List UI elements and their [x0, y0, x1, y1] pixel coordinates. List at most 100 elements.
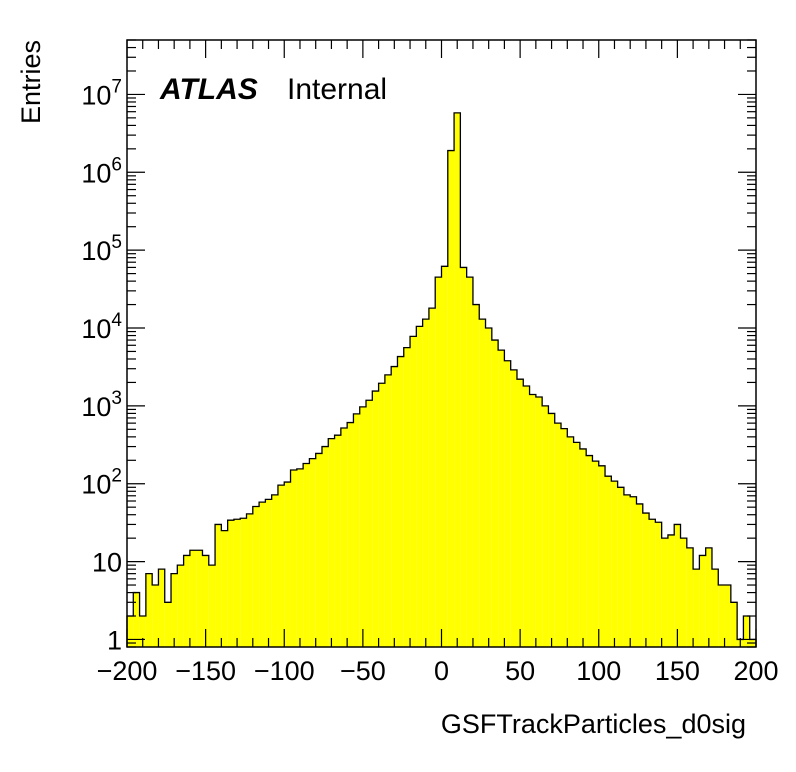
histogram-bin: [466, 277, 473, 647]
y-tick-label: 105: [81, 232, 122, 266]
histogram-bin: [686, 547, 694, 647]
y-tick-label: 107: [81, 76, 122, 110]
histogram-bin: [724, 585, 731, 647]
histogram-bin: [246, 513, 253, 647]
histogram-bin: [416, 326, 423, 647]
histogram-bin: [693, 569, 700, 647]
histogram-bin: [372, 391, 379, 647]
histogram-bin: [152, 585, 159, 647]
histogram-bin: [265, 499, 272, 647]
histogram-bin: [667, 534, 675, 647]
histogram-bin: [359, 406, 367, 647]
histogram-bin: [548, 413, 555, 647]
histogram-bin: [428, 308, 436, 647]
histogram-bin: [233, 519, 241, 647]
histogram-bin: [215, 524, 222, 647]
histogram-bin: [498, 350, 505, 647]
histogram-bin: [290, 470, 297, 647]
histogram-bin: [472, 304, 480, 647]
histogram-bars: [126, 112, 757, 647]
atlas-label: ATLAS: [159, 73, 258, 106]
histogram-bin: [535, 396, 543, 647]
histogram-bin: [221, 530, 228, 647]
histogram-bin: [145, 573, 153, 647]
x-tick-label: −100: [254, 656, 315, 686]
histogram-bin: [447, 150, 455, 647]
histogram-bin: [642, 513, 650, 647]
internal-label: Internal: [287, 73, 387, 106]
x-axis-title: GSFTrackParticles_d0sig: [441, 709, 746, 739]
x-tick-label: 100: [576, 656, 621, 686]
histogram-bin: [284, 482, 291, 647]
histogram-bin: [183, 555, 190, 647]
histogram-bin: [296, 468, 304, 647]
x-tick-label: 0: [434, 656, 449, 686]
histogram-bin: [479, 319, 486, 647]
x-tick-label: −200: [97, 656, 158, 686]
histogram-bin: [328, 438, 335, 647]
histogram-outline: [126, 112, 757, 647]
tick-labels: −200 −150 −100 −50 0 50 100 150 200 1 10 102 103 104 1…: [81, 76, 778, 686]
histogram-bin: [460, 267, 467, 647]
histogram-bin: [567, 436, 574, 647]
histogram-bin: [196, 550, 203, 647]
histogram-bin: [554, 423, 562, 647]
y-tick-label: 103: [81, 388, 122, 422]
histogram-bin: [592, 461, 599, 647]
histogram-bin: [598, 465, 606, 647]
y-tick-label: 106: [81, 154, 122, 188]
histogram-bin: [605, 476, 612, 647]
histogram-bin: [309, 458, 316, 647]
y-axis-title: Entries: [16, 40, 46, 124]
histogram-bin: [586, 455, 593, 647]
histogram-bin: [259, 502, 266, 647]
histogram-bin: [630, 496, 637, 647]
y-tick-label: 10: [92, 548, 122, 578]
histogram-bin: [139, 616, 146, 647]
histogram-bin: [321, 446, 329, 647]
histogram-bin: [397, 356, 404, 647]
histogram-bin: [579, 448, 587, 647]
histogram-bin: [127, 616, 134, 647]
y-tick-label: 104: [81, 310, 122, 344]
histogram-bin: [334, 435, 341, 647]
histogram-bin: [353, 413, 360, 647]
histogram-bin: [730, 602, 738, 647]
x-tick-label: 150: [655, 656, 700, 686]
x-tick-label: 50: [505, 656, 535, 686]
histogram-bin: [661, 538, 668, 647]
histogram-bin: [523, 385, 530, 647]
histogram-bin: [277, 485, 285, 647]
histogram-bin: [617, 487, 624, 647]
histogram-bin: [636, 503, 643, 647]
histogram-bin: [403, 347, 411, 647]
histogram-bin: [743, 616, 750, 647]
histogram-bin: [347, 422, 354, 647]
histogram-bin: [422, 319, 429, 647]
histogram-bin: [164, 602, 172, 647]
histogram-bin: [240, 518, 247, 647]
histogram-bin: [655, 522, 662, 647]
histogram-bin: [454, 112, 461, 647]
histogram-bin: [529, 394, 536, 647]
histogram-bin: [171, 573, 178, 647]
histogram-bin: [674, 524, 681, 647]
histogram-bin: [623, 494, 631, 647]
histogram-bin: [410, 336, 417, 647]
histogram-bin: [208, 565, 216, 647]
histogram-bin: [441, 266, 448, 647]
histogram-bin: [705, 547, 712, 647]
axis-ticks: [126, 39, 757, 648]
histogram-bin: [252, 506, 260, 647]
histogram-bin: [315, 453, 322, 647]
histogram-bin: [340, 427, 348, 647]
x-tick-label: 200: [733, 656, 778, 686]
histogram-bin: [189, 550, 197, 647]
histogram-bin: [391, 366, 398, 647]
histogram-bin: [271, 494, 278, 647]
y-tick-label: 1: [107, 625, 122, 655]
histogram-bin: [561, 428, 568, 647]
histogram-bin: [303, 463, 310, 647]
histogram-bin: [384, 374, 392, 647]
